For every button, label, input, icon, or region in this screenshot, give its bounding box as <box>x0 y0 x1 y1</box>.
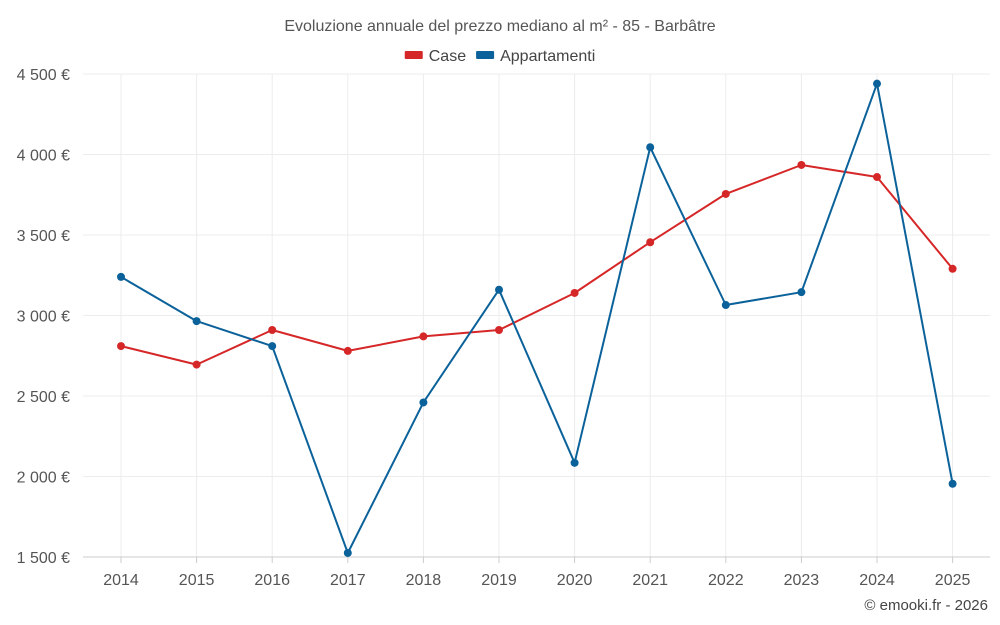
x-tick-label: 2016 <box>254 572 290 589</box>
data-point-appartamenti[interactable] <box>570 458 579 467</box>
y-tick-label: 3 500 € <box>17 228 70 245</box>
grid-layer <box>83 73 990 557</box>
legend-item-case[interactable]: Case <box>404 48 466 65</box>
legend-item-appartamenti[interactable]: Appartamenti <box>476 48 595 65</box>
credit-text: © emooki.fr - 2026 <box>864 597 988 614</box>
x-tick-label: 2022 <box>708 572 744 589</box>
y-tick-label: 4 000 € <box>17 148 70 165</box>
data-point-case[interactable] <box>646 238 655 247</box>
x-tick-label: 2018 <box>406 572 442 589</box>
axis-layer: 1 500 € 2 000 € 2 500 € 3 000 € 3 500 € 4 000… <box>17 67 990 589</box>
data-point-case[interactable] <box>721 189 730 198</box>
data-point-case[interactable] <box>873 173 881 182</box>
legend-label: Appartamenti <box>500 48 595 65</box>
y-tick-label: 1 500 € <box>17 550 70 567</box>
data-point-case[interactable] <box>343 346 352 355</box>
y-tick-label: 3 000 € <box>17 309 70 326</box>
legend-label: Case <box>429 48 466 65</box>
series-appartamenti <box>117 79 957 557</box>
series-layer <box>117 79 957 557</box>
data-point-appartamenti[interactable] <box>873 79 881 88</box>
series-line-appartamenti <box>120 82 954 554</box>
data-point-case[interactable] <box>948 264 957 273</box>
data-point-appartamenti[interactable] <box>495 285 503 294</box>
data-point-appartamenti[interactable] <box>721 301 730 310</box>
data-point-appartamenti[interactable] <box>192 317 201 326</box>
data-point-appartamenti[interactable] <box>646 143 655 152</box>
legend[interactable]: Case Appartamenti <box>404 48 596 65</box>
y-tick-label: 2 000 € <box>17 470 70 487</box>
data-point-appartamenti[interactable] <box>343 548 352 557</box>
x-tick-label: 2015 <box>179 572 215 589</box>
x-tick-label: 2017 <box>330 572 366 589</box>
legend-swatch <box>476 51 495 59</box>
data-point-appartamenti[interactable] <box>948 479 957 488</box>
x-tick-label: 2023 <box>784 572 820 589</box>
data-point-appartamenti[interactable] <box>117 272 125 281</box>
data-point-appartamenti[interactable] <box>419 398 428 407</box>
y-tick-label: 2 500 € <box>17 389 70 406</box>
x-tick-label: 2025 <box>935 572 971 589</box>
data-point-case[interactable] <box>419 332 428 341</box>
data-point-case[interactable] <box>268 325 277 334</box>
series-case <box>117 160 957 369</box>
legend-swatch <box>404 51 423 59</box>
data-point-case[interactable] <box>495 325 503 334</box>
data-point-appartamenti[interactable] <box>797 288 806 297</box>
x-tick-label: 2024 <box>859 572 895 589</box>
chart-title: Evoluzione annuale del prezzo mediano al… <box>284 18 715 35</box>
x-tick-label: 2014 <box>103 572 139 589</box>
series-line-case <box>120 164 954 366</box>
x-tick-label: 2019 <box>481 572 517 589</box>
x-tick-label: 2020 <box>557 572 593 589</box>
data-point-case[interactable] <box>192 360 201 369</box>
data-point-case[interactable] <box>797 160 806 169</box>
data-point-appartamenti[interactable] <box>268 342 277 351</box>
data-point-case[interactable] <box>117 342 125 351</box>
x-tick-label: 2021 <box>632 572 668 589</box>
y-tick-label: 4 500 € <box>17 67 70 84</box>
data-point-case[interactable] <box>570 288 579 297</box>
